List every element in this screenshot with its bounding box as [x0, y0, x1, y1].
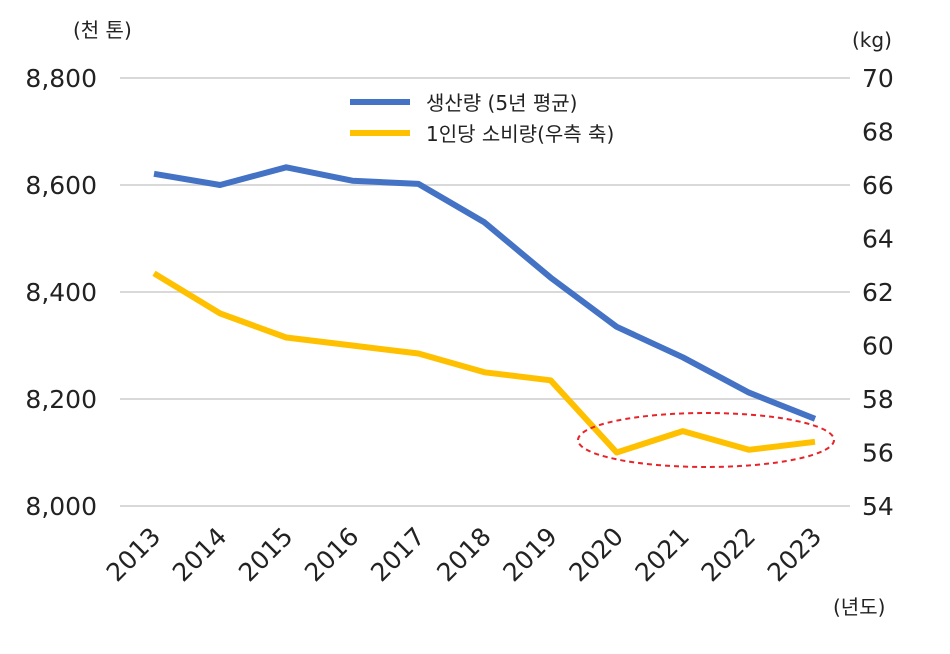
x-axis-tick-label: 2023 — [762, 522, 827, 587]
left-axis-tick-label: 8,000 — [25, 492, 97, 521]
x-axis-tick-label: 2015 — [233, 522, 298, 587]
x-axis-tick-label: 2014 — [167, 522, 232, 587]
legend-label-consumption: 1인당 소비량(우측 축) — [426, 122, 614, 146]
right-axis-tick-label: 64 — [862, 225, 894, 254]
right-axis-tick-label: 66 — [862, 171, 894, 200]
left-axis-unit-label: (천 톤) — [73, 18, 132, 42]
right-axis-tick-label: 58 — [862, 385, 894, 414]
series-line-production — [153, 164, 817, 422]
x-axis-tick-label: 2017 — [365, 522, 430, 587]
left-axis-tick-label: 8,400 — [25, 278, 97, 307]
legend: 생산량 (5년 평균) 1인당 소비량(우측 축) — [350, 91, 614, 146]
x-axis-tick-label: 2021 — [630, 522, 695, 587]
right-axis-tick-label: 60 — [862, 332, 894, 361]
x-axis-tick-label: 2019 — [497, 522, 562, 587]
gridlines — [120, 77, 850, 507]
right-axis-ticks: 54 56 58 60 62 64 66 68 70 — [862, 64, 894, 521]
right-axis-unit-label: (kg) — [852, 28, 892, 52]
legend-label-production: 생산량 (5년 평균) — [426, 91, 577, 115]
x-axis-tick-label: 2016 — [299, 522, 364, 587]
series-line-consumption — [152, 270, 816, 456]
annotation — [577, 412, 835, 468]
x-axis-unit-label: (년도) — [833, 595, 885, 619]
x-axis-tick-label: 2013 — [101, 522, 166, 587]
x-axis-ticks: 2013 2014 2015 2016 2017 2018 2019 2020 2021 2022… — [101, 522, 827, 587]
right-axis-tick-label: 68 — [862, 118, 894, 147]
x-axis-tick-label: 2018 — [431, 522, 496, 587]
right-axis-tick-label: 70 — [862, 64, 894, 93]
left-axis-ticks: 8,000 8,200 8,400 8,600 8,800 — [25, 64, 97, 521]
series-lines — [152, 164, 817, 456]
highlight-ellipse — [577, 412, 835, 468]
right-axis-tick-label: 62 — [862, 278, 894, 307]
left-axis-tick-label: 8,600 — [25, 171, 97, 200]
x-axis-tick-label: 2020 — [563, 522, 628, 587]
left-axis-tick-label: 8,200 — [25, 385, 97, 414]
right-axis-tick-label: 54 — [862, 492, 894, 521]
right-axis-tick-label: 56 — [862, 439, 894, 468]
x-axis-tick-label: 2022 — [696, 522, 761, 587]
left-axis-tick-label: 8,800 — [25, 64, 97, 93]
